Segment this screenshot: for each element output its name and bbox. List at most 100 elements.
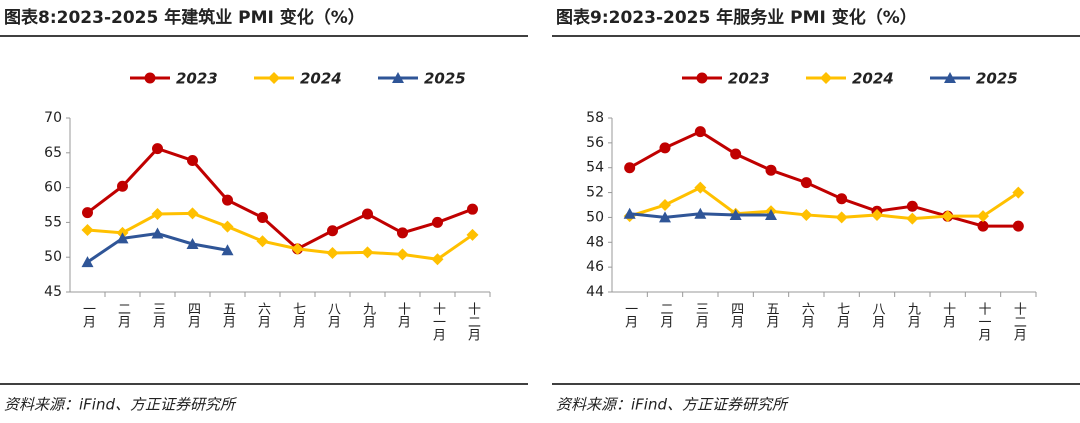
x-tick-label: 六月	[255, 302, 271, 329]
x-tick-label: 十二月	[465, 302, 481, 342]
marker	[117, 180, 128, 192]
marker	[186, 207, 199, 220]
marker	[187, 154, 198, 166]
marker	[81, 224, 94, 237]
marker	[327, 225, 338, 237]
y-tick-label: 50	[586, 209, 604, 225]
y-tick-label: 65	[44, 145, 62, 161]
marker	[151, 208, 164, 221]
y-tick-label: 45	[44, 284, 62, 300]
x-tick-label: 八月	[870, 302, 886, 329]
marker	[432, 216, 443, 228]
legend-label: 2023	[728, 70, 770, 88]
marker	[624, 162, 636, 174]
y-tick-label: 48	[586, 234, 604, 250]
x-tick-label: 四月	[728, 302, 744, 329]
marker	[730, 148, 742, 160]
marker	[221, 244, 234, 256]
marker	[659, 211, 671, 223]
y-tick-label: 70	[44, 110, 62, 126]
x-tick-label: 十月	[395, 302, 411, 329]
y-tick-label: 46	[586, 259, 604, 275]
y-tick-label: 54	[586, 160, 604, 176]
marker	[256, 235, 269, 248]
legend-label: 2025	[976, 70, 1018, 88]
marker	[1012, 186, 1025, 199]
legend-marker	[944, 72, 956, 83]
marker	[186, 237, 199, 249]
marker	[871, 208, 883, 221]
marker	[659, 142, 671, 154]
marker	[835, 211, 848, 224]
x-tick-label: 三月	[150, 302, 166, 329]
x-tick-label: 二月	[115, 302, 131, 329]
legend-marker	[820, 72, 832, 84]
chart: 图表9:2023-2025 年服务业 PMI 变化（%） 资料来源：iFind、方…	[552, 7, 1080, 414]
marker	[729, 208, 742, 220]
y-tick-label: 58	[586, 110, 604, 126]
legend-marker	[144, 72, 156, 84]
x-tick-label: 十月	[940, 302, 956, 329]
x-tick-label: 六月	[799, 302, 815, 329]
marker	[623, 207, 636, 219]
marker	[431, 253, 444, 266]
marker	[941, 210, 954, 223]
marker	[694, 181, 707, 194]
y-tick-label: 52	[586, 185, 604, 201]
marker	[659, 199, 671, 211]
x-tick-label: 九月	[905, 302, 921, 329]
y-tick-label: 55	[44, 214, 62, 230]
x-tick-label: 五月	[764, 302, 780, 329]
y-tick-label: 44	[586, 284, 604, 300]
x-tick-label: 八月	[325, 302, 341, 329]
marker	[291, 242, 304, 255]
marker	[82, 207, 93, 219]
marker	[467, 203, 478, 215]
legend-marker	[268, 72, 280, 84]
marker	[694, 207, 707, 219]
series-line	[86, 146, 474, 251]
x-tick-label: 一月	[622, 302, 638, 329]
marker	[326, 247, 339, 260]
marker	[765, 208, 777, 220]
marker	[800, 208, 813, 221]
x-tick-label: 十一月	[976, 302, 992, 342]
x-tick-label: 五月	[220, 302, 236, 329]
x-tick-label: 二月	[658, 302, 674, 329]
marker	[800, 177, 812, 189]
marker	[396, 248, 409, 261]
marker	[836, 193, 848, 205]
source: 资料来源：iFind、方正证券研究所	[556, 396, 789, 414]
legend-label: 2024	[852, 70, 894, 88]
source: 资料来源：iFind、方正证券研究所	[4, 396, 237, 414]
legend-marker	[392, 72, 404, 83]
marker	[466, 228, 479, 241]
marker	[152, 143, 163, 155]
marker	[977, 210, 989, 223]
chart-title: 图表9:2023-2025 年服务业 PMI 变化（%）	[556, 7, 917, 28]
marker	[397, 227, 408, 239]
marker	[977, 220, 989, 232]
legend-label: 2023	[176, 70, 218, 88]
marker	[222, 194, 233, 206]
chart: 图表8:2023-2025 年建筑业 PMI 变化（%） 资料来源：iFind、方…	[0, 7, 528, 414]
marker	[151, 227, 164, 239]
marker	[81, 256, 94, 268]
x-tick-label: 一月	[80, 302, 96, 329]
legend-label: 2025	[424, 70, 466, 88]
marker	[257, 212, 268, 224]
legend-label: 2024	[300, 70, 342, 88]
marker	[221, 220, 234, 233]
series-line	[628, 129, 1019, 228]
marker	[361, 246, 374, 259]
marker	[116, 232, 129, 244]
marker	[906, 200, 918, 212]
marker	[906, 212, 919, 225]
series-line	[87, 211, 474, 261]
x-tick-label: 十二月	[1011, 302, 1026, 342]
y-tick-label: 56	[586, 135, 604, 151]
x-tick-label: 九月	[360, 302, 376, 329]
y-tick-label: 60	[44, 180, 62, 196]
x-tick-label: 四月	[185, 302, 201, 329]
